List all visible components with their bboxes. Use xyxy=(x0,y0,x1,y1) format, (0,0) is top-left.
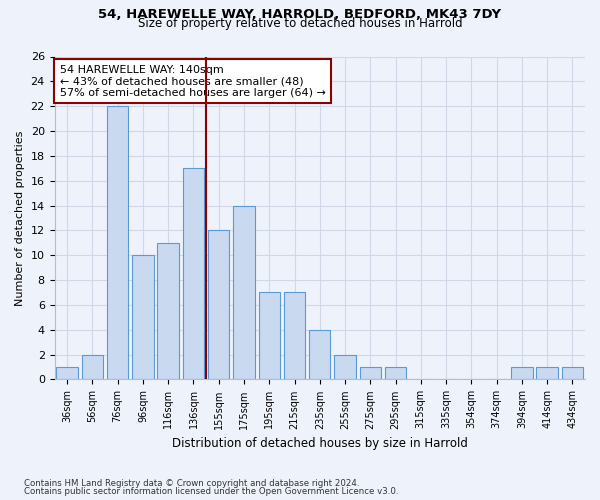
Bar xyxy=(511,367,533,380)
Bar xyxy=(233,206,255,380)
Bar xyxy=(107,106,128,380)
Bar xyxy=(157,243,179,380)
Text: Contains HM Land Registry data © Crown copyright and database right 2024.: Contains HM Land Registry data © Crown c… xyxy=(24,478,359,488)
Text: Contains public sector information licensed under the Open Government Licence v3: Contains public sector information licen… xyxy=(24,487,398,496)
Bar xyxy=(56,367,78,380)
Bar xyxy=(562,367,583,380)
Bar xyxy=(132,255,154,380)
Bar xyxy=(259,292,280,380)
Bar xyxy=(334,354,356,380)
Bar xyxy=(284,292,305,380)
Text: Size of property relative to detached houses in Harrold: Size of property relative to detached ho… xyxy=(137,18,463,30)
Bar xyxy=(385,367,406,380)
Bar xyxy=(208,230,229,380)
Bar xyxy=(183,168,204,380)
X-axis label: Distribution of detached houses by size in Harrold: Distribution of detached houses by size … xyxy=(172,437,468,450)
Bar xyxy=(536,367,558,380)
Text: 54 HAREWELLE WAY: 140sqm
← 43% of detached houses are smaller (48)
57% of semi-d: 54 HAREWELLE WAY: 140sqm ← 43% of detach… xyxy=(60,64,326,98)
Text: 54, HAREWELLE WAY, HARROLD, BEDFORD, MK43 7DY: 54, HAREWELLE WAY, HARROLD, BEDFORD, MK4… xyxy=(98,8,502,20)
Bar xyxy=(359,367,381,380)
Y-axis label: Number of detached properties: Number of detached properties xyxy=(15,130,25,306)
Bar xyxy=(309,330,331,380)
Bar xyxy=(82,354,103,380)
